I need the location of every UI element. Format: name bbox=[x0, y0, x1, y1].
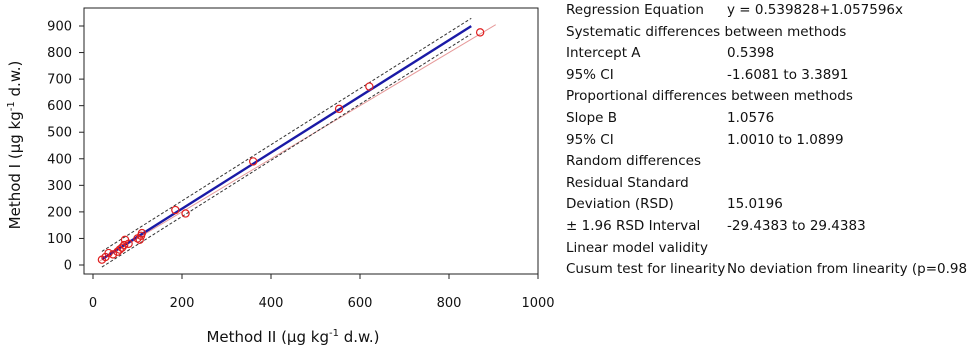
stats-value: y = 0.539828+1.057596x bbox=[727, 2, 904, 18]
stats-value: -1.6081 to 3.3891 bbox=[727, 66, 849, 83]
stats-value: 1.0576 bbox=[727, 110, 775, 126]
stats-value: 1.0010 to 1.0899 bbox=[727, 131, 844, 148]
stats-label: ± 1.96 RSD Interval bbox=[566, 218, 701, 234]
x-tick-label: 600 bbox=[348, 296, 373, 311]
x-tick-label: 1000 bbox=[521, 296, 554, 311]
x-tick-label: 0 bbox=[89, 296, 97, 311]
stats-label: Deviation (RSD) bbox=[566, 196, 674, 213]
data-point bbox=[115, 245, 124, 254]
data-point bbox=[365, 82, 374, 91]
data-point bbox=[334, 104, 344, 114]
data-point bbox=[248, 157, 258, 166]
regression-lines bbox=[99, 17, 496, 268]
data-point bbox=[475, 28, 485, 37]
stats-value: 0.5398 bbox=[727, 45, 775, 62]
stats-label: Proportional differences between methods bbox=[566, 88, 853, 105]
y-tick-label: 700 bbox=[47, 73, 72, 88]
data-point bbox=[117, 243, 127, 252]
stats-value: No deviation from linearity (p=0.98) bbox=[727, 261, 967, 278]
stats-value: -29.4383 to 29.4383 bbox=[727, 218, 866, 234]
data-point bbox=[137, 228, 147, 238]
stats-label: Regression Equation bbox=[566, 2, 704, 18]
x-tick-label: 400 bbox=[259, 296, 284, 311]
y-axis-label: Method I (µg kg-1 d.w.) bbox=[6, 61, 24, 230]
data-point bbox=[181, 209, 190, 218]
y-tick-label: 500 bbox=[47, 126, 72, 141]
x-tick-label: 800 bbox=[437, 296, 462, 311]
y-tick-label: 800 bbox=[47, 46, 72, 61]
regression-line bbox=[101, 25, 472, 261]
x-tick-label: 200 bbox=[170, 296, 195, 311]
method-comparison-chart: 0 200 400 600 800 1000 0 100 200 300 400 500 600 700 8… bbox=[6, 7, 555, 346]
lower-confidence-line bbox=[101, 33, 472, 268]
stats-label: Slope B bbox=[566, 110, 618, 126]
y-tick-label: 100 bbox=[47, 232, 72, 247]
tick-labels: 0 200 400 600 800 1000 0 100 200 300 400 500 600 700 8… bbox=[47, 20, 554, 312]
chart-axes bbox=[79, 7, 539, 279]
plot-frame bbox=[83, 7, 539, 275]
data-point bbox=[171, 205, 180, 215]
y-tick-label: 400 bbox=[47, 152, 72, 167]
stats-label: Cusum test for linearity bbox=[566, 261, 726, 278]
stats-label: Intercept A bbox=[566, 45, 641, 62]
stats-label: 95% CI bbox=[566, 131, 614, 148]
data-points bbox=[97, 28, 485, 264]
y-tick-label: 600 bbox=[47, 99, 72, 114]
identity-line bbox=[99, 24, 496, 262]
x-axis-label: Method II (µg kg-1 d.w.) bbox=[206, 328, 379, 346]
y-tick-label: 0 bbox=[64, 259, 72, 274]
stats-label: Residual Standard bbox=[566, 174, 689, 191]
y-tick-label: 200 bbox=[47, 205, 72, 220]
stats-label: Systematic differences between methods bbox=[566, 23, 847, 40]
stats-label: 95% CI bbox=[566, 66, 614, 83]
upper-confidence-line bbox=[101, 17, 472, 252]
y-tick-label: 900 bbox=[47, 20, 72, 35]
stats-label: Random differences bbox=[566, 153, 701, 170]
data-point bbox=[104, 248, 113, 258]
y-tick-label: 300 bbox=[47, 179, 72, 194]
data-point bbox=[124, 239, 133, 248]
data-point bbox=[108, 250, 118, 259]
stats-label: Linear model validity bbox=[566, 239, 708, 256]
data-point bbox=[119, 240, 129, 250]
stats-value: 15.0196 bbox=[727, 196, 783, 213]
